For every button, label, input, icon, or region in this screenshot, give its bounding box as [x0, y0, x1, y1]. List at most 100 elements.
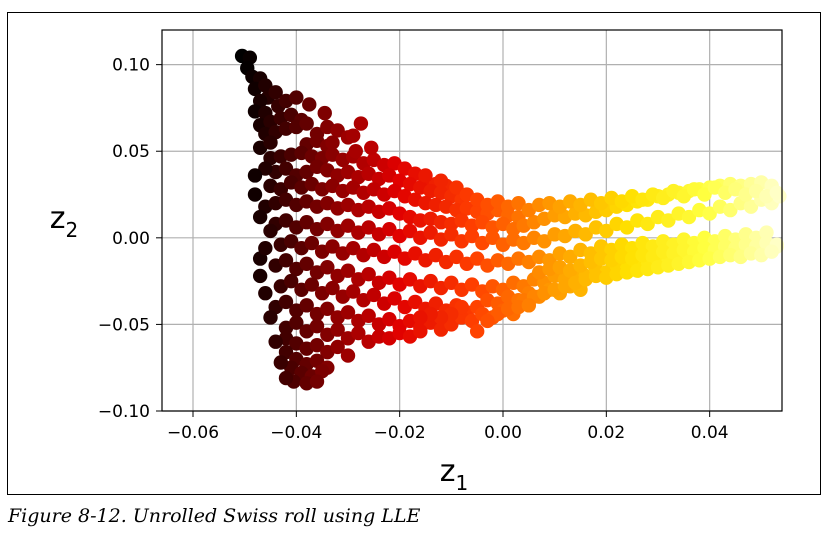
scatter-point: [769, 185, 785, 200]
scatter-point: [423, 273, 438, 289]
scatter-point: [258, 286, 273, 301]
scatter-point: [263, 223, 278, 239]
scatter-point: [444, 275, 459, 291]
scatter-point: [320, 216, 335, 232]
x-tick-label: 0.04: [691, 423, 729, 443]
scatter-point: [353, 116, 369, 131]
scatter-point: [382, 312, 397, 327]
scatter-point: [340, 218, 356, 233]
scatter-point: [252, 268, 268, 284]
scatter-point: [366, 287, 382, 303]
scatter-point: [402, 223, 418, 239]
x-axis-label-base: z: [440, 454, 456, 489]
scatter-point: [464, 228, 480, 244]
scatter-point: [299, 298, 314, 313]
scatter-point: [361, 308, 376, 323]
y-axis-label-sub: 2: [66, 218, 79, 242]
y-tick-label: 0.05: [112, 142, 150, 162]
scatter-point: [413, 324, 428, 339]
scatter-point: [345, 128, 361, 143]
scatter-point: [268, 334, 283, 349]
scatter-point: [299, 256, 314, 271]
scatter-point: [449, 249, 464, 265]
scatter-point: [340, 305, 356, 320]
scatter-point: [387, 244, 402, 259]
scatter-point: [309, 374, 325, 389]
scatter-points: [234, 48, 787, 391]
scatter-point: [317, 105, 332, 121]
scatter-point: [289, 315, 304, 330]
scatter-point: [278, 370, 294, 386]
scatter-point: [382, 221, 397, 237]
scatter-point: [366, 242, 382, 258]
scatter-point: [302, 97, 317, 112]
scatter-point: [304, 277, 320, 292]
scatter-point: [599, 223, 614, 239]
scatter-point: [578, 227, 593, 242]
scatter-point: [299, 116, 314, 131]
scatter-point: [464, 277, 480, 292]
scatter-point: [348, 144, 363, 159]
scatter-point: [449, 180, 464, 195]
y-tick-label: −0.05: [98, 315, 150, 335]
scatter-point: [676, 189, 692, 204]
scatter-point: [278, 253, 294, 268]
y-axis-label: z2: [50, 201, 78, 242]
y-axis-label-base: z: [50, 201, 66, 236]
scatter-point: [252, 209, 268, 225]
x-axis-label: z1: [440, 454, 468, 494]
y-tick-label: 0.00: [112, 229, 150, 249]
scatter-point: [273, 355, 289, 370]
scatter-point: [619, 220, 635, 235]
scatter-point: [299, 215, 314, 230]
scatter-point: [413, 310, 428, 325]
scatter-point: [263, 310, 278, 325]
scatter-point: [278, 294, 294, 310]
scatter-point: [278, 213, 294, 228]
scatter-point: [743, 199, 759, 214]
x-tick-label: 0.02: [587, 423, 625, 443]
scatter-point: [764, 244, 779, 259]
scatter-point: [304, 235, 320, 251]
x-tick-label: −0.04: [270, 423, 322, 443]
scatter-point: [320, 301, 335, 317]
x-axis-label-sub: 1: [456, 471, 469, 494]
x-tick-label: −0.02: [374, 423, 426, 443]
x-tick-label: 0.00: [484, 423, 522, 443]
y-tick-label: 0.10: [112, 56, 150, 76]
figure-frame: −0.06 −0.04 −0.02 0.00 0.02 0.04 −0.10 −0.05 0.0…: [7, 12, 821, 495]
scatter-point: [428, 247, 444, 263]
scatter-point: [325, 280, 340, 296]
scatter-point: [361, 220, 376, 235]
scatter-point: [723, 202, 738, 218]
scatter-point: [340, 348, 356, 363]
scatter-point: [263, 135, 278, 150]
scatter-point: [402, 272, 418, 287]
scatter-point: [407, 294, 423, 310]
scatter-point: [454, 299, 469, 315]
scatter-point: [480, 313, 495, 329]
scatter-point: [247, 187, 263, 202]
scatter-point: [511, 195, 526, 211]
plot-area-frame: [161, 29, 783, 412]
scatter-point: [444, 227, 459, 242]
scatter-point: [364, 140, 379, 155]
scatter-point: [330, 123, 345, 138]
scatter-point: [309, 318, 325, 334]
scatter-point: [469, 251, 485, 266]
scatter-point: [702, 206, 717, 221]
scatter-point: [485, 230, 500, 246]
scatter-plot: −0.06 −0.04 −0.02 0.00 0.02 0.04 −0.10 −0.05 0.0…: [50, 29, 787, 494]
scatter-point: [247, 168, 263, 183]
scatter-point: [661, 213, 676, 228]
scatter-point: [697, 187, 712, 202]
scatter-point: [433, 173, 449, 188]
scatter-point: [387, 291, 402, 306]
scatter-point: [258, 78, 273, 93]
y-tick-label: −0.10: [98, 402, 150, 422]
scatter-point: [309, 337, 325, 353]
figure-caption: Figure 8-12. Unrolled Swiss roll using L…: [8, 505, 421, 527]
scatter-point: [562, 249, 578, 265]
scatter-point: [340, 263, 356, 278]
scatter-point: [283, 234, 299, 249]
